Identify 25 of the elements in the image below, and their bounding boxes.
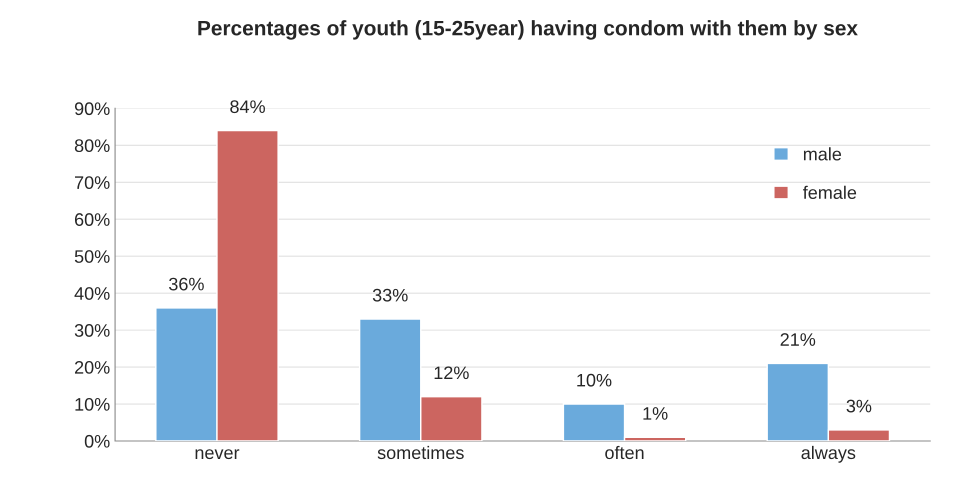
x-tick-label: always [802, 446, 856, 463]
legend-label: male [804, 147, 842, 160]
y-tick-label: 20% [74, 361, 110, 374]
y-tick-label: 0% [84, 434, 110, 448]
data-label: 10% [577, 374, 612, 387]
legend-label: female [802, 186, 856, 199]
y-tick-label: 30% [74, 324, 110, 337]
x-tick-label: sometimes [378, 446, 464, 460]
x-tick-label: never [196, 449, 240, 460]
y-tick-label: 10% [75, 398, 110, 411]
data-label: 21% [780, 333, 816, 346]
y-tick-label: 60% [75, 213, 110, 226]
y-tick-label: 40% [74, 287, 110, 300]
y-tick-label: 80% [74, 139, 110, 152]
data-label: 33% [372, 288, 408, 302]
y-tick-label: 70% [75, 176, 110, 189]
data-label: 1% [643, 407, 668, 420]
data-label: 84% [230, 100, 265, 114]
data-label: 36% [169, 278, 204, 290]
chart-title: Percentages of youth (15-25year) having condom with them by sex [198, 20, 858, 40]
y-tick-label: 90% [74, 102, 110, 116]
x-tick-label: often [605, 446, 644, 460]
y-tick-label: 50% [74, 250, 110, 263]
data-label: 3% [846, 400, 872, 412]
data-label: 12% [434, 366, 469, 380]
